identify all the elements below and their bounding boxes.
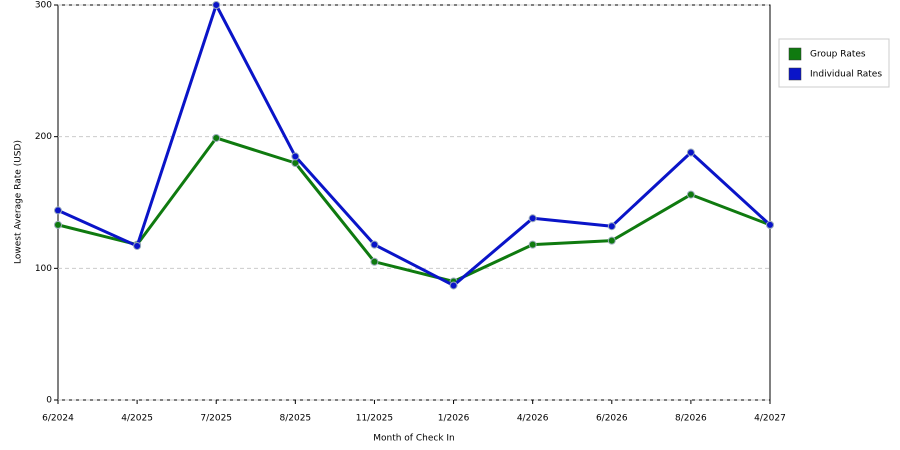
series-line [57,3,772,287]
x-tick-label: 8/2026 [675,414,707,424]
x-tick-label: 4/2027 [754,414,786,424]
data-point [133,241,142,250]
legend-swatch [788,67,802,81]
data-point [291,152,300,161]
data-point [54,220,62,229]
legend-swatch [788,47,802,61]
x-tick-label: 1/2026 [438,414,470,424]
data-point [212,1,221,9]
y-axis-title: Lowest Average Rate (USD) [14,140,24,264]
x-tick-label: 6/2026 [596,414,628,424]
data-point [607,222,616,231]
x-tick-label: 4/2026 [517,414,549,424]
x-tick-label: 11/2025 [356,414,393,424]
x-tick-label: 4/2025 [121,414,153,424]
data-point [528,240,537,249]
x-tick-label: 6/2024 [42,414,74,424]
y-tick-label: 200 [35,132,52,142]
x-tick-label: 7/2025 [200,414,232,424]
data-point [212,133,221,142]
data-point [370,240,379,249]
data-point [370,257,379,266]
y-tick-label: 100 [35,264,52,274]
data-point [54,206,62,215]
data-point [449,281,458,290]
legend-label: Group Rates [810,50,866,60]
data-point [607,236,616,245]
x-tick-label: 8/2025 [279,414,311,424]
legend-label: Individual Rates [810,70,882,80]
y-tick-label: 0 [46,396,52,406]
plot-frame [57,4,771,401]
data-point [766,220,774,229]
data-point [686,190,695,199]
x-axis-title: Month of Check In [373,434,455,444]
data-point [528,214,537,223]
series-line [57,136,771,283]
data-point [686,148,695,157]
y-tick-label: 300 [35,1,52,11]
